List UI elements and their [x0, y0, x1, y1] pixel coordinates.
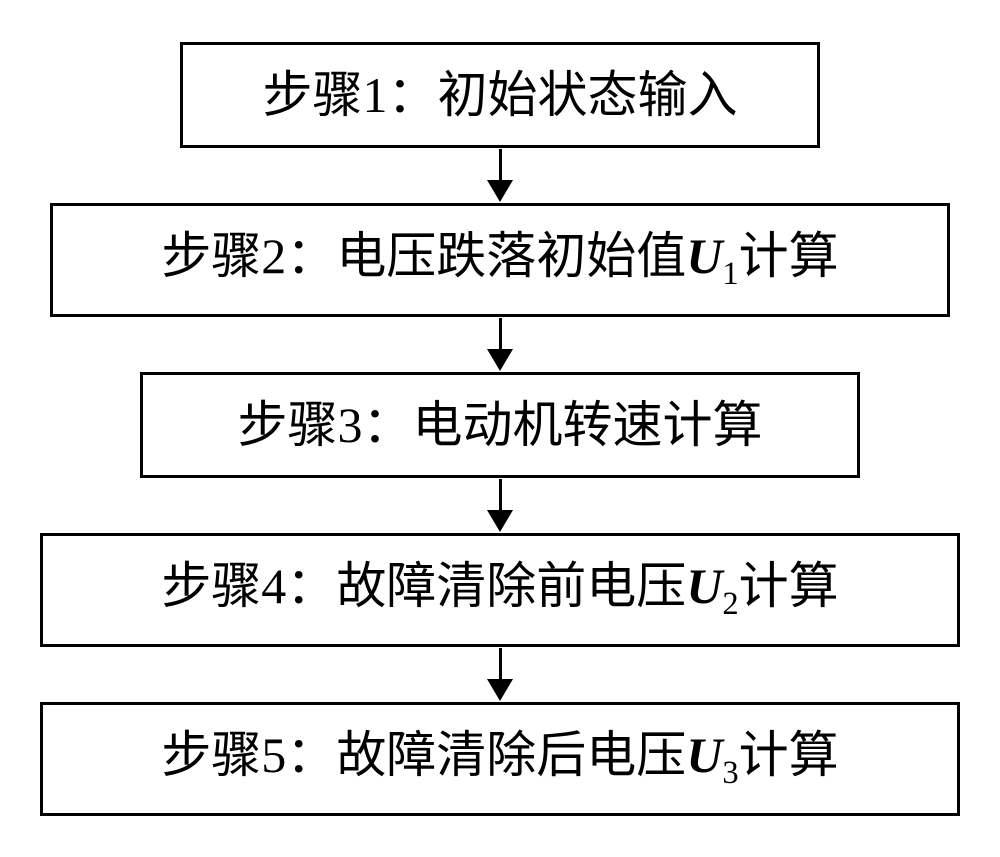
arrow-head — [487, 349, 513, 371]
arrow-head — [487, 510, 513, 532]
step-3-box: 步骤3：电动机转速计算 — [140, 372, 860, 478]
step-5-subscript: 3 — [722, 755, 738, 791]
step-4-box: 步骤4：故障清除前电压U2计算 — [40, 533, 960, 647]
step-2-subscript: 1 — [722, 256, 738, 292]
step-2-prefix: 步骤2： — [161, 228, 336, 284]
step-4-before: 故障清除前电压 — [336, 558, 686, 614]
arrow-1-2 — [487, 148, 513, 203]
step-5-prefix: 步骤5： — [161, 727, 336, 783]
step-2-text: 步骤2：电压跌落初始值U1计算 — [161, 226, 838, 294]
step-1-box: 步骤1：初始状态输入 — [180, 42, 820, 148]
step-5-before: 故障清除后电压 — [336, 727, 686, 783]
step-2-box: 步骤2：电压跌落初始值U1计算 — [50, 203, 950, 317]
step-1-content: 初始状态输入 — [438, 67, 738, 123]
step-1-prefix: 步骤1： — [263, 67, 438, 123]
step-4-variable: U — [686, 558, 722, 614]
step-5-text: 步骤5：故障清除后电压U3计算 — [161, 725, 838, 793]
step-2-before: 电压跌落初始值 — [336, 228, 686, 284]
arrow-2-3 — [487, 317, 513, 372]
step-1-text: 步骤1：初始状态输入 — [263, 65, 738, 125]
arrow-line — [499, 149, 502, 181]
arrow-line — [499, 318, 502, 350]
arrow-line — [499, 479, 502, 511]
step-3-text: 步骤3：电动机转速计算 — [238, 395, 763, 455]
arrow-line — [499, 648, 502, 680]
arrow-head — [487, 180, 513, 202]
step-5-variable: U — [686, 727, 722, 783]
step-5-box: 步骤5：故障清除后电压U3计算 — [40, 702, 960, 816]
arrow-head — [487, 679, 513, 701]
step-4-subscript: 2 — [722, 586, 738, 622]
step-2-after: 计算 — [739, 228, 839, 284]
step-4-after: 计算 — [739, 558, 839, 614]
step-3-content: 电动机转速计算 — [413, 397, 763, 453]
arrow-3-4 — [487, 478, 513, 533]
step-4-text: 步骤4：故障清除前电压U2计算 — [161, 556, 838, 624]
step-4-prefix: 步骤4： — [161, 558, 336, 614]
step-5-after: 计算 — [739, 727, 839, 783]
flowchart-container: 步骤1：初始状态输入 步骤2：电压跌落初始值U1计算 步骤3：电动机转速计算 步… — [40, 42, 960, 816]
arrow-4-5 — [487, 647, 513, 702]
step-2-variable: U — [686, 228, 722, 284]
step-3-prefix: 步骤3： — [238, 397, 413, 453]
